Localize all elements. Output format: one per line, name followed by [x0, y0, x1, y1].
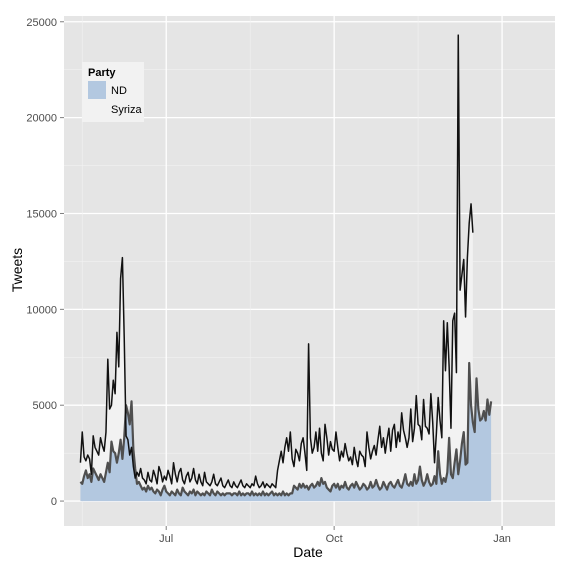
y-tick-label: 15000	[26, 208, 57, 220]
x-tick-label: Jul	[159, 533, 173, 545]
y-axis-title: Tweets	[9, 248, 25, 292]
legend-key-nd	[88, 81, 106, 99]
legend-key-syriza	[88, 100, 106, 118]
legend-label-syriza: Syriza	[111, 104, 142, 116]
area-nd	[80, 363, 492, 502]
x-tick-label: Oct	[326, 533, 343, 545]
line-syriza	[79, 34, 474, 489]
x-axis-ticks: Jul Oct Jan	[159, 526, 511, 545]
x-tick-label: Jan	[493, 533, 511, 545]
y-tick-label: 25000	[26, 17, 57, 29]
line-nd	[79, 361, 493, 497]
y-tick-label: 20000	[26, 113, 57, 125]
y-tick-label: 0	[51, 496, 57, 508]
legend-label-nd: ND	[111, 85, 127, 97]
legend: Party ND Syriza	[82, 62, 144, 122]
legend-title: Party	[88, 67, 116, 79]
y-tick-label: 5000	[33, 400, 57, 412]
series-lines	[79, 34, 493, 497]
y-tick-label: 10000	[26, 304, 57, 316]
y-axis-ticks: 0 5000 10000 15000 20000 25000	[26, 17, 64, 508]
x-axis-title: Date	[293, 544, 323, 560]
